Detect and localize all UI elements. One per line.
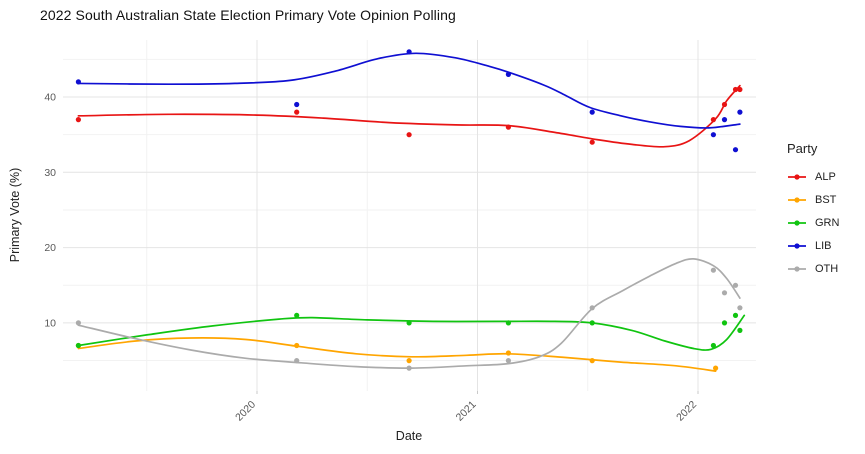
trend-lines xyxy=(77,52,746,372)
point-oth xyxy=(737,305,743,311)
point-grn xyxy=(732,312,739,318)
trend-line-grn xyxy=(77,314,746,351)
point-bst xyxy=(505,350,511,356)
trend-line-alp xyxy=(77,84,741,148)
y-tick-label: 30 xyxy=(44,167,56,179)
point-lib xyxy=(737,109,743,115)
legend-item-alp: ALP xyxy=(787,165,839,188)
trend-line-lib xyxy=(77,52,741,129)
legend: Party ALP BST GRN LIB OTH xyxy=(787,141,839,280)
point-lib xyxy=(505,71,511,77)
chart-title: 2022 South Australian State Election Pri… xyxy=(40,7,456,23)
legend-label-oth: OTH xyxy=(815,262,839,275)
point-lib xyxy=(732,147,739,153)
legend-item-bst: BST xyxy=(787,188,839,211)
point-bst xyxy=(406,358,412,364)
point-lib xyxy=(294,101,300,108)
legend-key-grn xyxy=(788,219,806,226)
point-alp xyxy=(721,101,728,108)
x-tick-label: 2021 xyxy=(454,399,479,424)
legend-key-oth xyxy=(788,265,806,272)
point-alp xyxy=(710,117,717,123)
point-oth xyxy=(721,290,728,296)
x-tick-label: 2022 xyxy=(674,399,699,424)
point-alp xyxy=(406,132,412,138)
trend-line-oth xyxy=(77,258,741,369)
point-alp xyxy=(737,86,743,93)
point-alp xyxy=(294,109,300,115)
point-oth xyxy=(710,267,717,273)
point-lib xyxy=(406,49,412,55)
point-oth xyxy=(589,305,595,311)
legend-label-bst: BST xyxy=(815,193,837,206)
y-tick-labels: 10 20 30 40 xyxy=(44,92,56,330)
legend-label-alp: ALP xyxy=(815,170,836,183)
y-tick-label: 40 xyxy=(44,92,56,104)
legend-label-grn: GRN xyxy=(815,216,840,229)
point-oth xyxy=(406,365,412,371)
point-grn xyxy=(721,320,728,326)
point-alp xyxy=(505,124,511,130)
trend-line-bst xyxy=(77,337,717,372)
poll-points xyxy=(75,49,743,371)
point-oth xyxy=(505,358,511,364)
point-alp xyxy=(75,117,81,123)
point-oth xyxy=(294,358,300,364)
legend-key-alp xyxy=(788,173,806,180)
y-tick-label: 20 xyxy=(44,242,56,254)
legend-key-bst xyxy=(788,196,806,203)
y-tick-label: 10 xyxy=(44,317,56,329)
point-grn xyxy=(75,342,81,349)
point-oth xyxy=(75,320,81,326)
legend-label-lib: LIB xyxy=(815,239,832,252)
point-grn xyxy=(589,320,595,326)
point-alp xyxy=(589,139,595,145)
point-grn xyxy=(406,320,412,326)
x-axis-title: Date xyxy=(395,429,423,443)
legend-key-lib xyxy=(788,242,806,249)
legend-item-lib: LIB xyxy=(787,234,839,257)
point-lib xyxy=(710,132,717,138)
point-bst xyxy=(589,358,595,364)
point-bst xyxy=(713,365,719,371)
x-tick-label: 2020 xyxy=(233,399,258,424)
y-axis-title: Primary Vote (%) xyxy=(8,167,22,263)
legend-title: Party xyxy=(787,141,818,156)
point-alp xyxy=(732,86,739,93)
x-tick-labels: 2020 2021 2022 xyxy=(233,391,699,424)
point-grn xyxy=(710,342,717,349)
legend-items: ALP BST GRN LIB OTH xyxy=(787,165,839,280)
point-lib xyxy=(589,109,595,115)
point-grn xyxy=(294,312,300,318)
legend-item-grn: GRN xyxy=(787,211,839,234)
point-lib xyxy=(75,79,81,85)
legend-item-oth: OTH xyxy=(787,257,839,280)
point-grn xyxy=(505,320,511,326)
point-grn xyxy=(737,327,743,333)
point-lib xyxy=(721,117,728,123)
point-oth xyxy=(732,282,739,288)
point-bst xyxy=(294,342,300,349)
